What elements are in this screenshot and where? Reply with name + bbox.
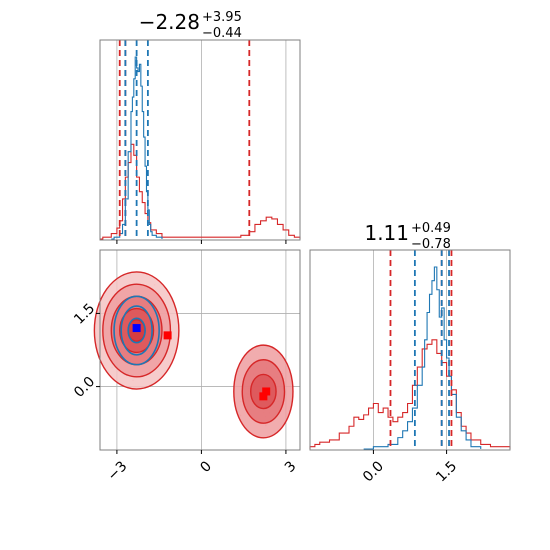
- right-xtick-label-1: 1.5: [433, 458, 460, 485]
- joint-frame: [99, 249, 301, 451]
- title-param-1-value: 1.11: [364, 221, 409, 245]
- joint-xtick-label-2: 3: [282, 458, 300, 476]
- right-frame: [309, 249, 511, 451]
- top-background: [100, 40, 300, 240]
- title-param-0-value: −2.28: [139, 10, 200, 34]
- marginal-panel-param-0: [99, 39, 301, 241]
- title-param-0-upper: +3.95: [202, 10, 242, 25]
- top-frame: [99, 39, 301, 241]
- right-xtick-label-0: 0.0: [360, 458, 387, 485]
- series-b-marker-2: [259, 392, 268, 401]
- joint-panel: [93, 249, 301, 451]
- title-param-0-lower: −0.44: [202, 26, 242, 41]
- right-background: [310, 250, 510, 450]
- series-b-marker-0: [163, 331, 172, 340]
- series-a-histogram-param-1: [363, 266, 482, 450]
- series-b-marker-1: [262, 387, 271, 396]
- series-a-marker-0: [132, 324, 141, 333]
- series-a-contour-level-0: [113, 295, 160, 366]
- series-a-contour-level-2: [127, 317, 146, 344]
- joint-xtick-label-1: 0: [197, 458, 215, 476]
- joint-ytick-label-0: 0.0: [71, 374, 98, 401]
- marginal-panel-param-1: [309, 249, 511, 451]
- title-param-1: 1.11 +0.49 −0.78: [364, 221, 450, 252]
- series-b-histogram-param-1: [309, 339, 511, 449]
- title-param-0: −2.28 +3.95 −0.44: [139, 10, 242, 41]
- title-param-1-upper: +0.49: [411, 221, 451, 236]
- series-a-contour-level-1: [120, 305, 153, 356]
- title-param-1-lower: −0.78: [411, 237, 451, 252]
- joint-xtick-label-0: −3: [105, 458, 131, 484]
